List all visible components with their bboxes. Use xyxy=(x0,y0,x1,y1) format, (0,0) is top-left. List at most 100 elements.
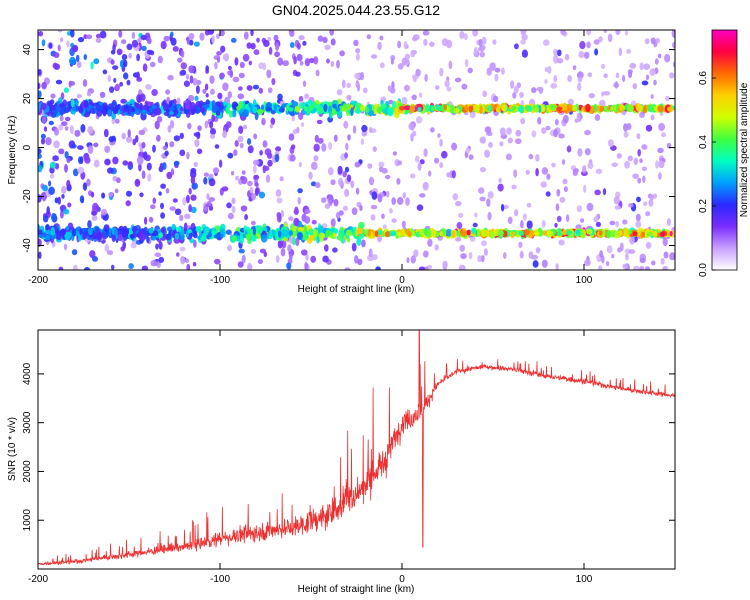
spectrogram-cell xyxy=(476,228,481,236)
spectrogram-cell xyxy=(288,216,294,221)
spectrogram-cell xyxy=(632,231,638,237)
spectrogram-cell xyxy=(92,106,96,115)
spectrogram-cell xyxy=(156,134,161,142)
x-tick-label: -200 xyxy=(28,574,48,585)
spectrogram-cell xyxy=(645,124,653,132)
spectrogram-cell xyxy=(593,216,599,223)
spectrogram-cell xyxy=(622,219,628,225)
spectrogram-cell xyxy=(423,148,428,158)
spectrogram-cell xyxy=(519,91,524,99)
spectrogram-cell xyxy=(330,38,336,46)
spectrogram-cell xyxy=(251,193,256,201)
spectrogram-cell xyxy=(411,94,417,101)
spectrogram-cell xyxy=(262,140,268,148)
spectrogram-cell xyxy=(238,72,245,79)
spectrogram-cell xyxy=(376,106,383,112)
spectrogram-cell xyxy=(76,94,83,99)
spectrogram-cell xyxy=(204,227,209,236)
spectrogram-cell xyxy=(467,67,473,74)
spectrogram-cell xyxy=(66,157,71,164)
spectrogram-cell xyxy=(401,220,406,228)
spectrogram-cell xyxy=(280,247,286,257)
spectrogram-cell xyxy=(222,130,228,139)
spectrogram-cell xyxy=(304,58,310,67)
spectrogram-cell xyxy=(231,197,236,205)
spectrogram-cell xyxy=(92,256,98,262)
spectrogram-cell xyxy=(577,82,582,91)
y-tick-label: 20 xyxy=(22,93,33,105)
spectrogram-cell xyxy=(328,141,333,151)
spectrogram-cell xyxy=(615,30,621,36)
spectrogram-cell xyxy=(387,107,394,117)
spectrogram-cell xyxy=(151,104,158,110)
spectrogram-cell xyxy=(635,220,642,228)
spectrogram-cell xyxy=(163,35,170,42)
spectrogram-cell xyxy=(662,238,668,247)
spectrogram-cell xyxy=(170,31,174,37)
spectrogram-cell xyxy=(525,105,530,112)
spectrogram-cell xyxy=(146,37,152,45)
spectrogram-cell xyxy=(114,118,120,124)
spectrogram-cell xyxy=(220,45,226,53)
spectrogram-cell xyxy=(110,59,115,65)
spectrogram-cell xyxy=(53,140,60,149)
spectrogram-cell xyxy=(478,187,485,194)
spectrogram-cell xyxy=(275,42,280,51)
spectrogram-cell xyxy=(404,105,411,111)
spectrogram-cell xyxy=(122,160,129,166)
spectrogram-cell xyxy=(556,106,563,111)
spectrogram-cell xyxy=(111,233,116,243)
spectrogram-cell xyxy=(227,65,232,71)
spectrogram-cell xyxy=(241,254,246,264)
spectrogram-cell xyxy=(399,105,406,111)
spectrogram-cell xyxy=(145,84,152,90)
spectrogram-cell xyxy=(250,220,256,226)
spectrogram-cell xyxy=(307,237,313,244)
colorbar: 0.0 0.2 0.4 0.6 Normalized spectral amplitu… xyxy=(698,29,750,277)
spectrogram-cell xyxy=(388,208,393,214)
snr-series-line xyxy=(38,330,675,566)
spectrogram-cell xyxy=(194,95,199,101)
spectrogram-cell xyxy=(289,42,295,48)
spectrogram-cell xyxy=(106,250,114,256)
spectrogram-cell xyxy=(219,72,226,79)
spectrogram-cell xyxy=(177,57,183,63)
spectrogram-cell xyxy=(577,76,583,83)
spectrogram-cell xyxy=(298,95,304,103)
spectrogram-cell xyxy=(121,39,127,45)
spectrogram-cell xyxy=(84,156,91,164)
spectrogram-cell xyxy=(338,210,344,216)
spectrogram-cell xyxy=(213,234,220,239)
spectrogram-cell xyxy=(401,57,407,66)
spectrogram-cell xyxy=(61,194,65,199)
spectrogram-cell xyxy=(235,175,239,181)
spectrogram-cell xyxy=(413,75,417,83)
spectrogram-cell xyxy=(479,51,485,58)
spectrogram-cell xyxy=(651,260,656,266)
spectrogram-cell xyxy=(87,145,94,154)
spectrogram-cell xyxy=(90,191,95,198)
spectrogram-cell xyxy=(627,155,633,162)
spectrogram-cell xyxy=(182,197,187,206)
spectrogram-cell xyxy=(338,229,345,238)
spectrogram-cell xyxy=(295,237,300,247)
spectrogram-cell xyxy=(95,232,103,241)
spectrogram-cell xyxy=(175,226,182,232)
spectrogram-cell xyxy=(296,42,301,50)
spectrogram-cell xyxy=(353,39,359,47)
spectrogram-cell xyxy=(191,182,198,190)
spectrogram-cell xyxy=(484,126,492,134)
spectrogram-cell xyxy=(328,231,333,236)
spectrogram-cell xyxy=(158,256,164,263)
spectrogram-cell xyxy=(131,226,138,233)
spectrogram-cell xyxy=(82,231,86,240)
colorbar-tick-label: 0.0 xyxy=(698,263,709,277)
spectrogram-cell xyxy=(165,89,171,95)
spectrogram-cell xyxy=(167,125,172,133)
spectrogram-cell xyxy=(167,74,174,81)
spectrogram-cell xyxy=(247,262,252,270)
spectrogram-cell xyxy=(437,133,441,138)
spectrogram-cell xyxy=(443,103,448,111)
spectrogram-cell xyxy=(41,39,46,47)
spectrogram-cell xyxy=(456,221,463,230)
